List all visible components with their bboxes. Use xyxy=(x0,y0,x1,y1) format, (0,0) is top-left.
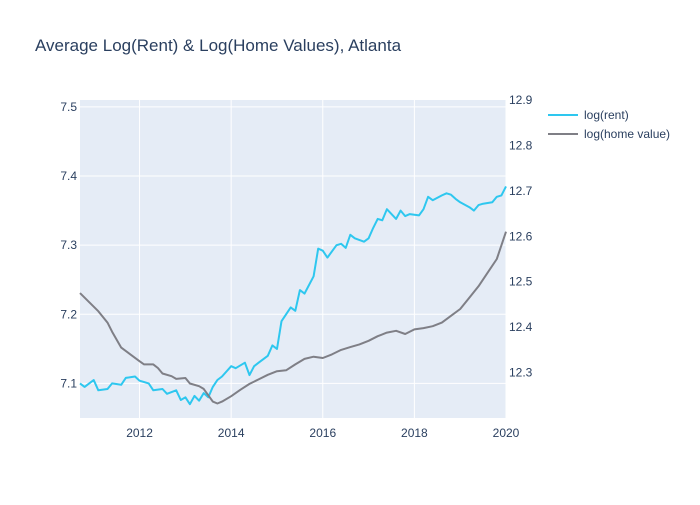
y-left-tick-label: 7.5 xyxy=(60,100,77,114)
x-tick-label: 2018 xyxy=(401,426,428,440)
y-right-tick-label: 12.9 xyxy=(509,93,533,107)
legend-label[interactable]: log(home value) xyxy=(584,127,670,141)
plot-background xyxy=(80,100,506,418)
y-left-tick-label: 7.1 xyxy=(60,376,77,390)
plot-area: 2012 2014 2016 2018 2020 7.1 7.2 7.3 7.4 7.5 12.3 1… xyxy=(60,93,532,440)
legend[interactable]: log(rent) log(home value) xyxy=(548,108,670,141)
rent-line xyxy=(79,185,507,406)
x-tick-label: 2020 xyxy=(493,426,520,440)
y-left-tick-label: 7.2 xyxy=(60,307,77,321)
y-right-tick-label: 12.3 xyxy=(509,366,533,380)
y-right-tick-label: 12.4 xyxy=(509,320,533,334)
legend-label[interactable]: log(rent) xyxy=(584,108,629,122)
home-value-line xyxy=(79,231,507,405)
y-right-tick-label: 12.5 xyxy=(509,275,533,289)
y-right-tick-label: 12.7 xyxy=(509,184,533,198)
x-tick-label: 2012 xyxy=(126,426,153,440)
x-tick-label: 2016 xyxy=(309,426,336,440)
y-right-tick-label: 12.6 xyxy=(509,229,533,243)
y-left-tick-label: 7.4 xyxy=(60,169,77,183)
chart-title: Average Log(Rent) & Log(Home Values), At… xyxy=(35,36,402,55)
y-right-tick-label: 12.8 xyxy=(509,138,533,152)
y-left-tick-label: 7.3 xyxy=(60,238,77,252)
x-tick-label: 2014 xyxy=(218,426,245,440)
